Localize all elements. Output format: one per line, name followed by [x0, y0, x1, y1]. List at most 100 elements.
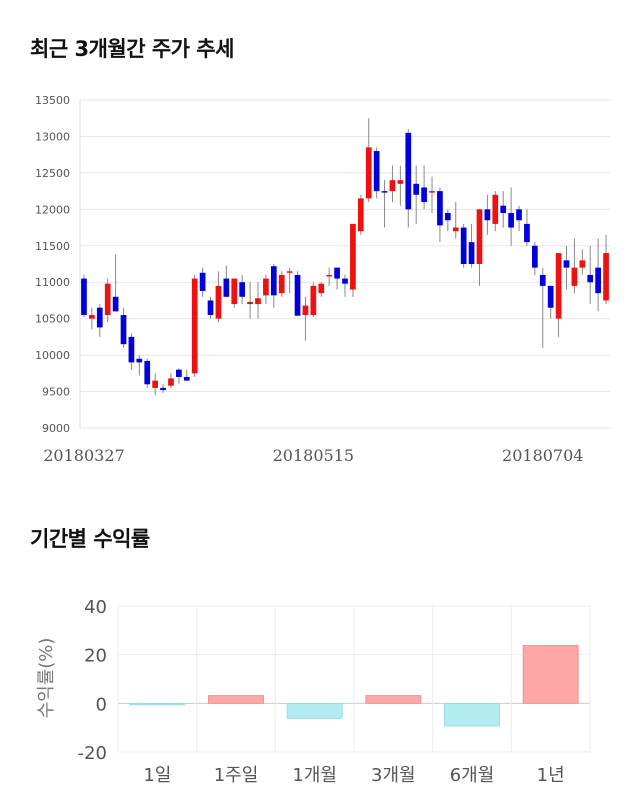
candle-down: [136, 358, 143, 363]
candle-up: [215, 285, 222, 319]
candle-up: [357, 198, 364, 232]
candle-down: [563, 260, 570, 268]
returns-y-tick-label: -20: [78, 743, 107, 764]
price-y-tick-label: 11000: [35, 276, 70, 289]
candle-down: [532, 245, 538, 268]
candle-up: [255, 298, 261, 305]
candle-down: [223, 278, 230, 297]
price-y-tick-label: 11500: [35, 240, 70, 253]
candle-down: [207, 300, 214, 316]
candle-up: [318, 283, 325, 294]
candle-down: [516, 209, 522, 221]
price-y-tick-label: 12000: [35, 203, 70, 216]
candle-down: [405, 132, 412, 210]
candle-down: [96, 307, 103, 328]
candle-down: [547, 285, 554, 308]
candle-down: [342, 278, 348, 284]
candle-up: [310, 285, 317, 316]
price-grid: [79, 99, 610, 429]
candle-up: [555, 253, 562, 319]
candle-down: [539, 274, 546, 286]
returns-x-ticks: 1일 1주일 1개월 3개월 6개월 1년: [143, 765, 564, 786]
candle-up: [247, 301, 253, 305]
returns-bar: [208, 695, 264, 704]
candle-up: [452, 227, 459, 232]
price-y-tick-label: 13500: [35, 94, 70, 107]
candle-up: [104, 283, 111, 316]
returns-bar: [365, 695, 422, 704]
candle-up: [365, 147, 372, 199]
price-y-tick-label: 9500: [42, 386, 70, 399]
candle-down: [500, 205, 507, 213]
price-candles: [81, 118, 609, 396]
returns-x-tick-label: 6개월: [450, 765, 495, 786]
candle-up: [168, 378, 174, 386]
candle-down: [144, 360, 151, 385]
returns-x-tick-label: 1일: [143, 765, 171, 786]
candle-down: [334, 267, 340, 279]
candle-down: [595, 267, 601, 294]
returns-x-tick-label: 1개월: [292, 765, 337, 786]
returns-x-tick-label: 1주일: [214, 765, 259, 786]
price-trend-title: 최근 3개월간 주가 추세: [30, 37, 234, 61]
returns-y-tick-label: 0: [96, 694, 107, 715]
price-x-tick-label: 20180515: [273, 446, 354, 465]
candle-down: [294, 274, 301, 316]
returns-grid: [117, 605, 591, 753]
candle-down: [421, 187, 427, 203]
candle-up: [89, 315, 95, 319]
candle-up: [579, 260, 586, 268]
candle-up: [286, 271, 293, 273]
candle-down: [437, 191, 443, 226]
candle-up: [571, 267, 578, 286]
candle-up: [389, 180, 396, 192]
returns-y-axis-label: 수익률(%): [36, 638, 57, 719]
candle-down: [176, 369, 182, 377]
candle-up: [191, 278, 198, 374]
returns-bar: [522, 645, 579, 704]
returns-bar: [444, 702, 500, 727]
candle-down: [373, 151, 380, 192]
candle-down: [199, 272, 206, 291]
price-x-ticks: 20180327 20180515 20180704: [43, 446, 583, 465]
candle-up: [278, 274, 285, 294]
candle-down: [120, 315, 127, 345]
candle-down: [112, 296, 119, 312]
candle-up: [231, 278, 238, 305]
candle-down: [508, 212, 514, 228]
candle-up: [152, 380, 158, 388]
returns-y-tick-label: 20: [84, 646, 107, 667]
returns-y-ticks: -20 0 20 40: [78, 597, 107, 764]
returns-y-tick-label: 40: [84, 597, 107, 618]
candle-down: [460, 227, 467, 264]
candle-down: [587, 274, 594, 283]
returns-bar: [129, 702, 186, 706]
candle-down: [413, 183, 420, 195]
candle-down: [81, 278, 87, 316]
price-y-ticks: 9000 9500 10000 10500 11000 11500 12000 12500 13…: [35, 94, 70, 435]
returns-title: 기간별 수익률: [30, 527, 150, 551]
returns-bars: [129, 645, 579, 727]
price-y-tick-label: 12500: [35, 167, 70, 180]
price-y-tick-label: 9000: [42, 422, 70, 435]
candle-down: [270, 266, 277, 296]
candle-down: [239, 282, 246, 297]
candle-down: [128, 336, 135, 363]
price-y-tick-label: 13000: [35, 130, 70, 143]
price-x-tick-label: 20180327: [43, 446, 124, 465]
price-x-tick-label: 20180704: [502, 446, 583, 465]
candle-down: [468, 242, 475, 264]
returns-x-tick-label: 3개월: [371, 765, 416, 786]
candle-up: [492, 194, 499, 224]
candle-up: [263, 278, 269, 296]
candle-down: [183, 376, 190, 381]
price-y-tick-label: 10500: [35, 313, 70, 326]
candle-up: [326, 274, 333, 277]
candlestick-chart: 9000 9500 10000 10500 11000 11500 12000 12500 13…: [35, 94, 610, 465]
candle-down: [381, 191, 388, 193]
candle-up: [476, 209, 483, 264]
candle-down: [484, 209, 491, 221]
returns-x-tick-label: 1년: [537, 765, 565, 786]
candle-up: [350, 223, 356, 290]
